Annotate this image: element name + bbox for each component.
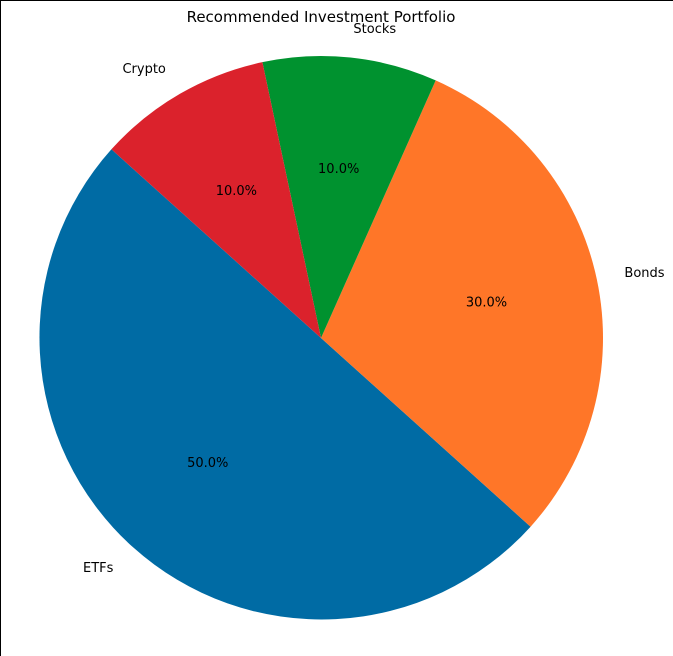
pie-slice-label-bonds: Bonds <box>624 266 664 281</box>
pie-slice-percent-crypto: 10.0% <box>216 184 257 199</box>
pie-slice-label-stocks: Stocks <box>353 22 396 37</box>
chart-title: Recommended Investment Portfolio <box>186 8 456 26</box>
pie-slice-crypto <box>111 62 322 338</box>
pie-slice-label-etfs: ETFs <box>83 561 114 576</box>
pie-slice-etfs <box>39 149 531 620</box>
pie-slice-bonds <box>321 80 603 527</box>
pie-slice-stocks <box>262 55 436 338</box>
pie-slice-percent-bonds: 30.0% <box>466 295 507 310</box>
pie-slice-percent-stocks: 10.0% <box>318 162 359 177</box>
axes-frame-left <box>0 0 1 656</box>
pie-slice-percent-etfs: 50.0% <box>187 456 228 471</box>
pie-slice-label-crypto: Crypto <box>122 62 165 77</box>
axes-frame-top <box>0 0 673 1</box>
